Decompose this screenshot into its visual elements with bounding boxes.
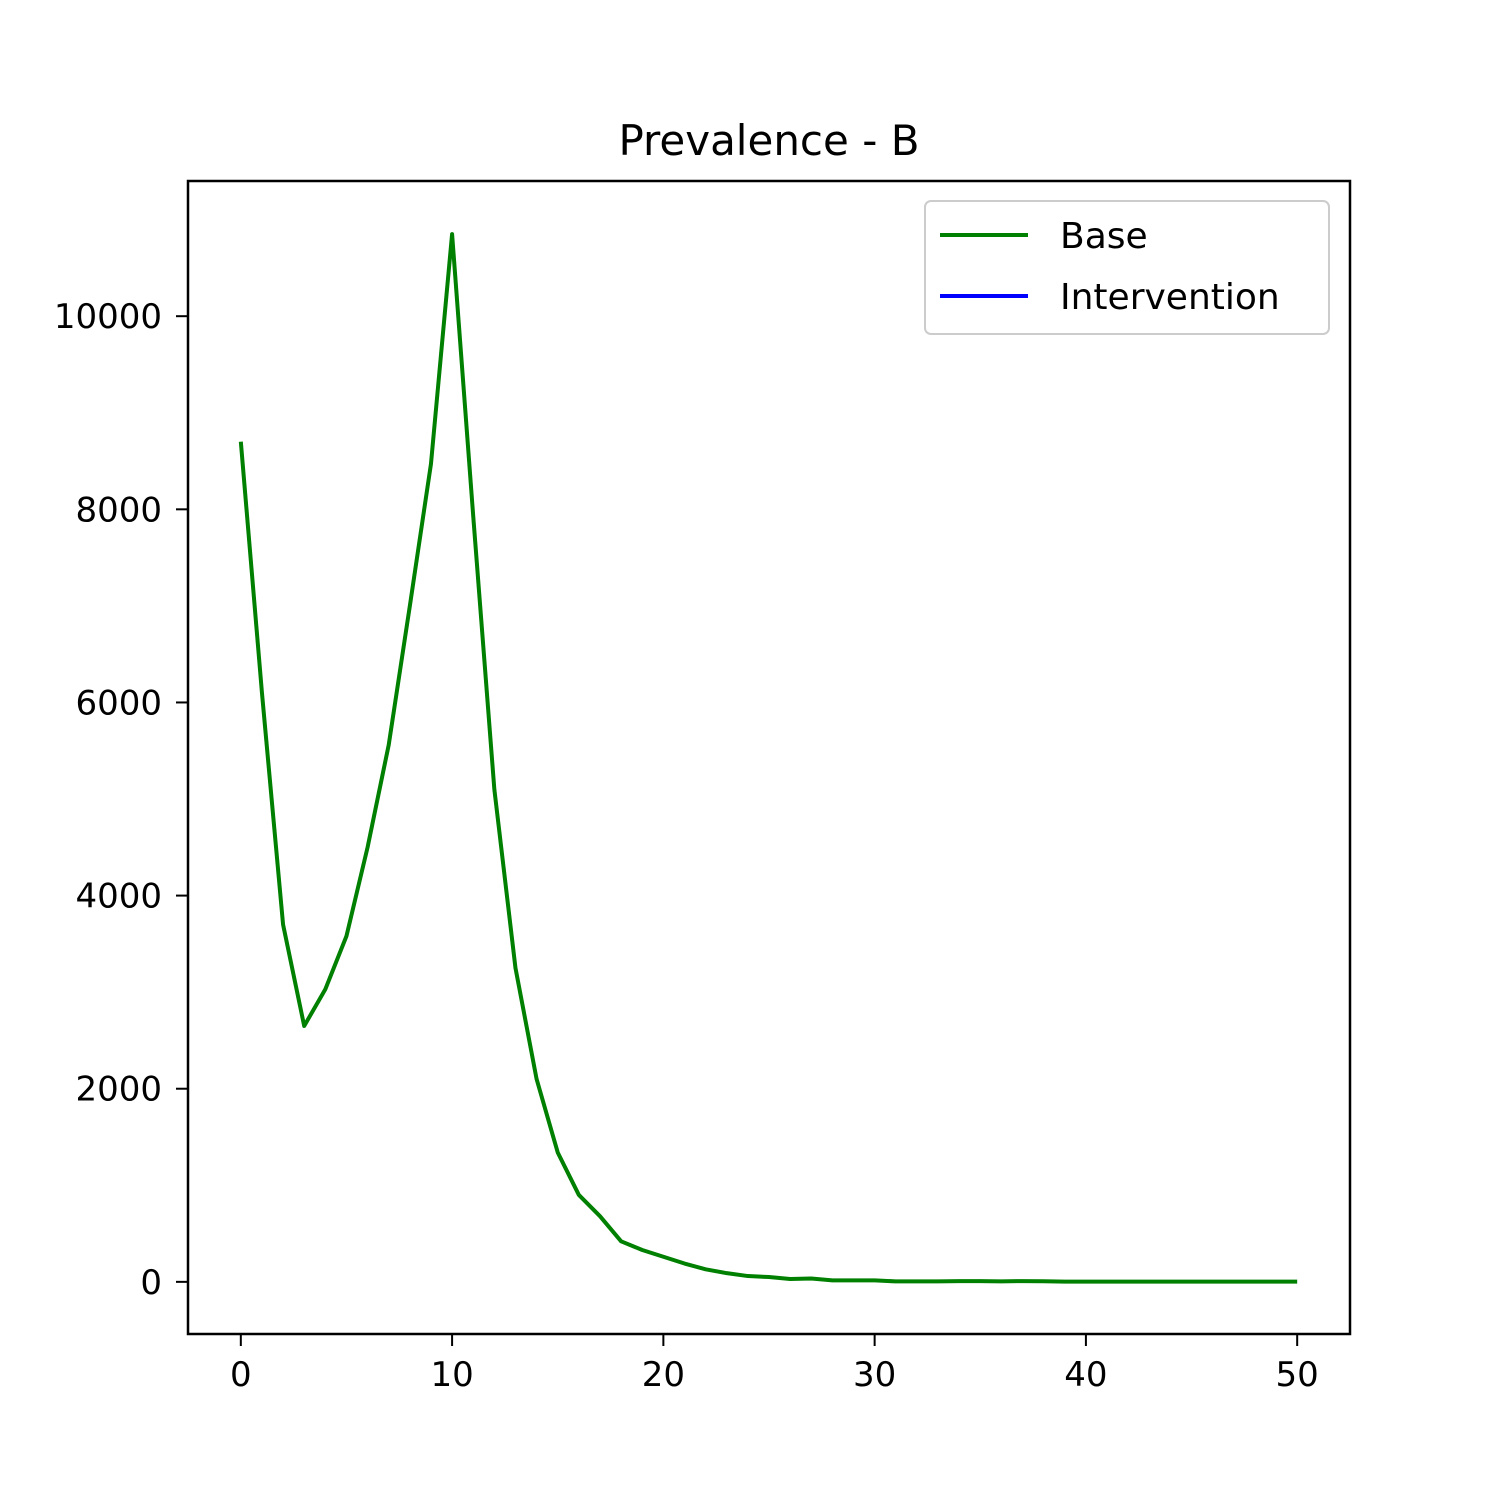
chart-title: Prevalence - B [618, 116, 919, 165]
y-tick-label: 4000 [75, 877, 162, 917]
y-tick-label: 2000 [75, 1070, 162, 1110]
legend: Base Intervention [924, 200, 1330, 335]
axes-frame [186, 179, 1352, 1336]
y-tick-label: 6000 [75, 683, 162, 723]
legend-label-intervention: Intervention [1060, 277, 1280, 318]
x-tick-label: 40 [1064, 1355, 1107, 1395]
x-tick-label: 20 [642, 1355, 685, 1395]
series-line-base [238, 232, 1298, 1284]
x-tick-label: 30 [853, 1355, 896, 1395]
axes: 0 10 20 30 40 50 0 2000 4000 6000 8000 10000 [54, 179, 1352, 1395]
x-tick-label: 0 [230, 1355, 252, 1395]
legend-label-base: Base [1060, 216, 1148, 257]
x-tick-label: 50 [1276, 1355, 1319, 1395]
y-tick-label: 0 [140, 1263, 162, 1303]
plot-area [238, 232, 1298, 1284]
x-tick-label: 10 [430, 1355, 473, 1395]
y-tick-label: 8000 [75, 490, 162, 530]
y-tick-label: 10000 [54, 297, 162, 337]
